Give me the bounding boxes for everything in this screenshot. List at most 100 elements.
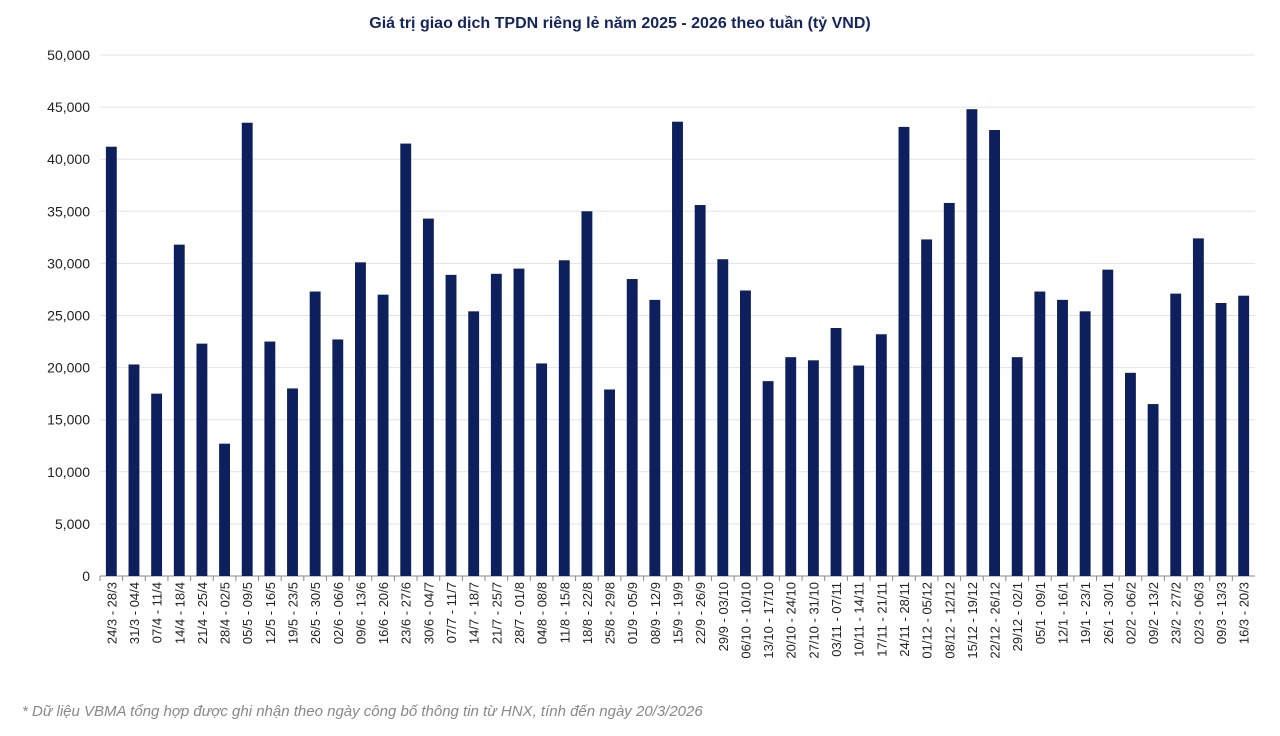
x-tick-label: 17/11 - 21/11 (874, 582, 889, 657)
x-tick-label: 13/10 - 17/10 (761, 582, 776, 659)
x-tick-label: 16/6 - 20/6 (376, 582, 391, 644)
x-tick-label: 26/5 - 30/5 (308, 582, 323, 644)
x-tick-label: 18/8 - 22/8 (580, 582, 595, 644)
x-tick-label: 07/4 - 11/4 (150, 582, 165, 643)
y-tick-label: 15,000 (47, 412, 90, 428)
x-tick-label: 12/5 - 16/5 (263, 582, 278, 644)
x-tick-label: 02/6 - 06/6 (331, 582, 346, 644)
bar (1057, 299, 1068, 576)
bar (740, 290, 751, 576)
x-tick-label: 05/5 - 09/5 (240, 582, 255, 644)
x-tick-label: 01/12 - 05/12 (920, 582, 935, 659)
x-tick-label: 27/10 - 31/10 (806, 582, 821, 659)
x-tick-label: 16/3 - 20/3 (1237, 582, 1252, 644)
bar (332, 339, 344, 576)
bar (581, 211, 593, 577)
x-tick-label: 31/3 - 04/4 (127, 582, 142, 644)
x-tick-label: 23/2 - 27/2 (1169, 582, 1184, 644)
bar (355, 262, 366, 576)
x-tick-label: 20/10 - 24/10 (784, 582, 799, 659)
x-tick-label: 28/4 - 02/5 (218, 582, 233, 644)
x-tick-label: 14/4 - 18/4 (172, 582, 187, 644)
x-tick-label: 28/7 - 01/8 (512, 582, 527, 644)
x-tick-label: 09/6 - 13/6 (353, 582, 368, 644)
bar (762, 381, 774, 576)
x-tick-label: 15/12 - 19/12 (965, 582, 980, 659)
bar (694, 205, 706, 576)
bar (400, 143, 412, 576)
footnote: * Dữ liệu VBMA tổng hợp được ghi nhận th… (22, 703, 703, 720)
x-tick-label: 01/9 - 05/9 (625, 582, 640, 644)
chart-title: Giá trị giao dịch TPDN riêng lẻ năm 2025… (369, 15, 870, 32)
bar (468, 311, 480, 576)
bar (1170, 293, 1182, 576)
bar (1147, 404, 1159, 576)
bar (830, 328, 842, 576)
x-tick-label: 23/6 - 27/6 (399, 582, 414, 644)
y-tick-label: 40,000 (47, 151, 90, 167)
bar (989, 130, 1000, 577)
y-tick-label: 25,000 (47, 308, 90, 324)
y-tick-label: 5,000 (55, 516, 90, 532)
bar (490, 273, 502, 576)
bar (875, 334, 887, 576)
x-tick-label: 11/8 - 15/8 (557, 582, 572, 643)
bar (445, 274, 457, 576)
bar (1079, 311, 1091, 576)
x-tick-label: 25/8 - 29/8 (603, 582, 618, 644)
bar (807, 360, 819, 576)
x-tick-label: 10/11 - 14/11 (852, 582, 867, 657)
x-tick-label: 29/9 - 03/10 (716, 582, 731, 651)
x-tick-label: 12/1 - 16/1 (1056, 582, 1071, 644)
bar (241, 122, 253, 576)
y-tick-label: 20,000 (47, 360, 90, 376)
bar (1215, 302, 1227, 576)
bar (558, 260, 570, 576)
bar (219, 443, 230, 576)
bar (1238, 295, 1250, 576)
x-tick-label: 03/11 - 07/11 (829, 582, 844, 657)
x-tick-label: 21/7 - 25/7 (489, 582, 504, 644)
bar (785, 357, 797, 576)
bar (1192, 238, 1204, 576)
bar (672, 121, 683, 577)
bar (309, 291, 321, 576)
y-tick-label: 0 (82, 568, 90, 584)
bar (604, 389, 615, 576)
bar (151, 393, 163, 576)
bar (1125, 372, 1136, 576)
x-tick-label: 14/7 - 18/7 (467, 582, 482, 644)
bar (1102, 269, 1114, 576)
x-tick-label: 15/9 - 19/9 (671, 582, 686, 644)
bar (921, 239, 933, 576)
x-tick-label: 08/9 - 12/9 (648, 582, 663, 644)
y-tick-label: 30,000 (47, 255, 90, 271)
x-tick-label: 26/1 - 30/1 (1101, 582, 1116, 644)
bar (1011, 357, 1023, 576)
x-tick-label: 24/11 - 28/11 (897, 582, 912, 657)
x-tick-label: 07/7 - 11/7 (444, 582, 459, 643)
bar (196, 343, 208, 576)
x-tick-label: 22/9 - 26/9 (693, 582, 708, 644)
bar (422, 218, 434, 576)
bar (536, 363, 548, 576)
x-tick-label: 29/12 - 02/1 (1010, 582, 1025, 651)
bar (513, 268, 525, 576)
x-tick-label: 04/8 - 08/8 (535, 582, 550, 644)
x-tick-label: 19/5 - 23/5 (286, 582, 301, 644)
bar (128, 364, 140, 576)
y-tick-label: 35,000 (47, 203, 90, 219)
bar (1034, 291, 1046, 576)
y-tick-label: 10,000 (47, 464, 90, 480)
bar (898, 126, 910, 576)
bar (943, 202, 955, 577)
y-tick-label: 50,000 (47, 47, 90, 63)
bar (264, 341, 276, 576)
bar (173, 244, 185, 577)
bar (966, 109, 978, 577)
x-tick-label: 19/1 - 23/1 (1078, 582, 1093, 644)
x-tick-label: 09/3 - 13/3 (1214, 582, 1229, 644)
x-tick-label: 21/4 - 25/4 (195, 582, 210, 644)
bar (649, 299, 661, 576)
